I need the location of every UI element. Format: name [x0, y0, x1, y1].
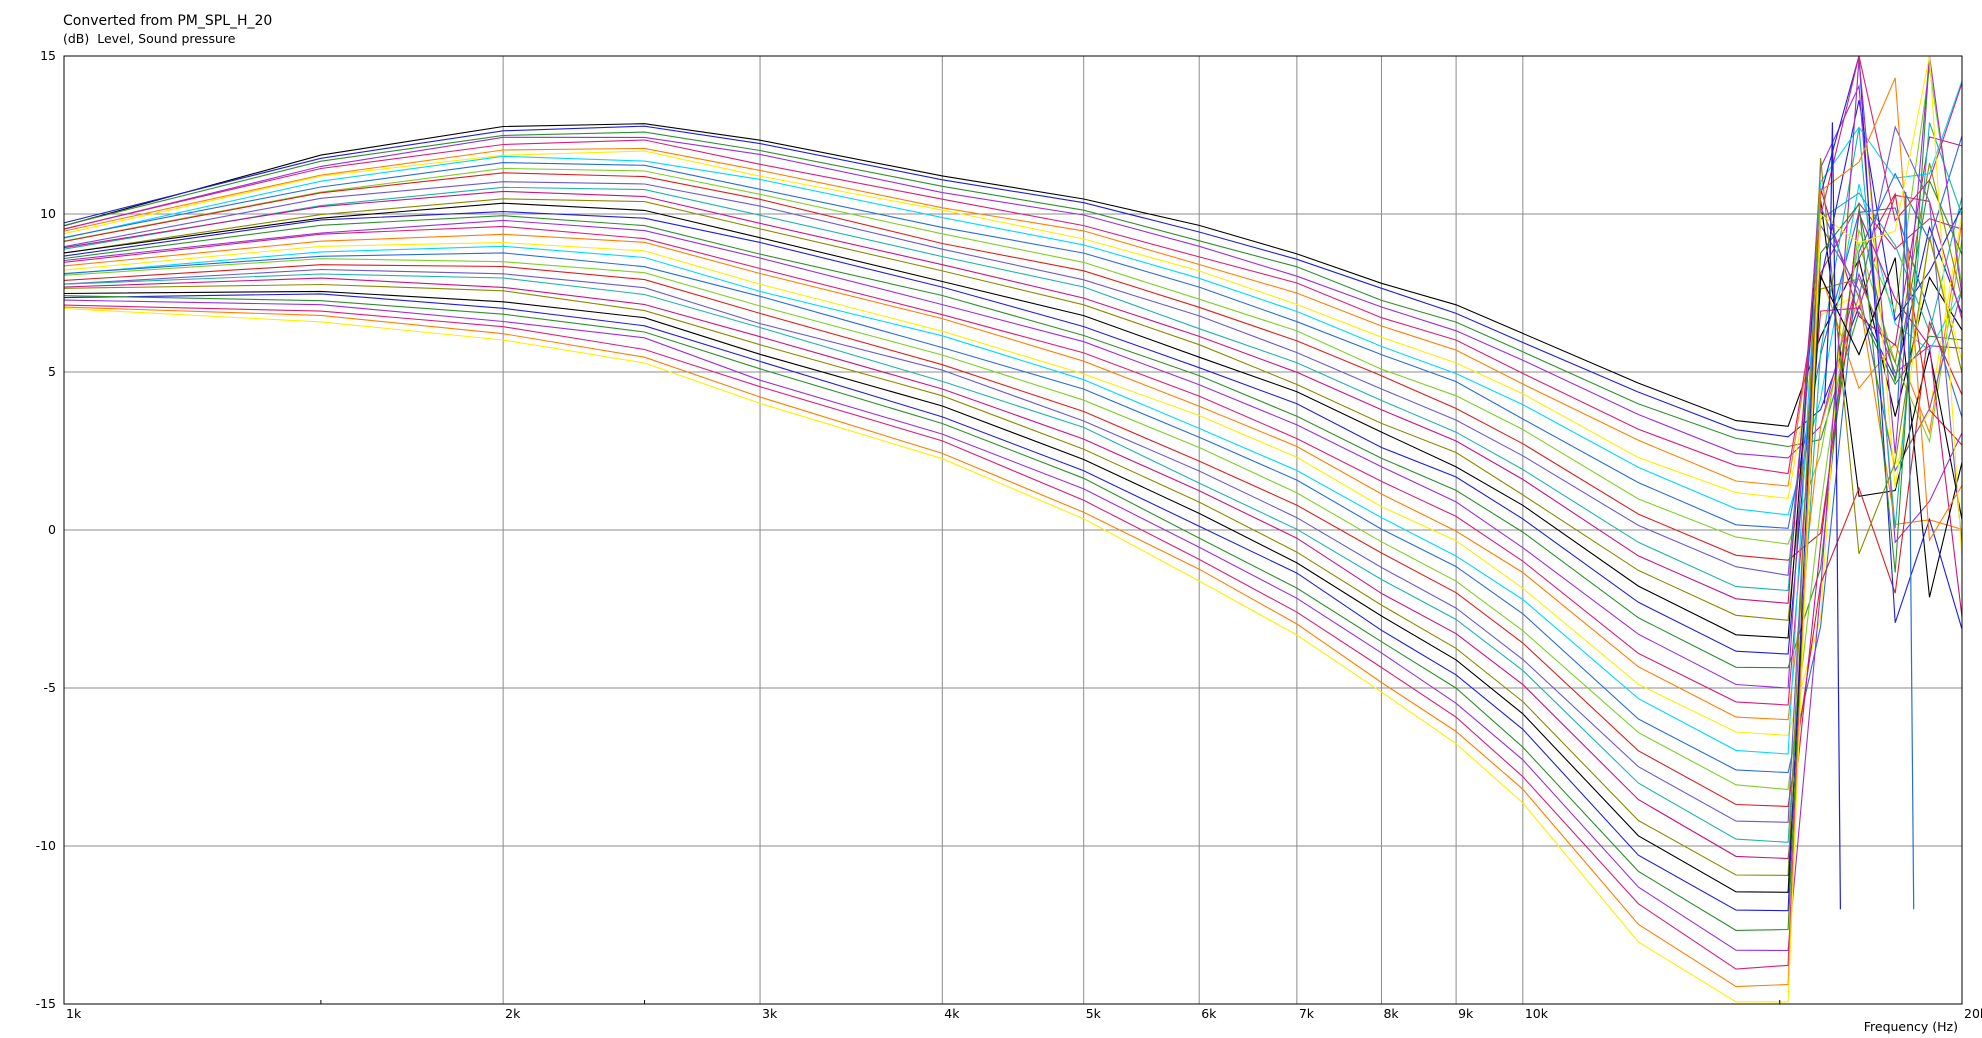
series-line: [63, 257, 1963, 893]
y-axis-unit: (dB): [63, 31, 90, 46]
x-tick-label: 3k: [762, 1006, 778, 1021]
y-tick-label: 15: [40, 48, 56, 63]
series-line: [63, 55, 1962, 931]
series-line: [63, 125, 1963, 823]
x-tick-label: 20k: [1964, 1006, 1982, 1021]
y-tick-label: 10: [40, 206, 56, 221]
y-tick-label: -15: [36, 996, 56, 1011]
x-tick-label: 5k: [1086, 1006, 1102, 1021]
series-line: [63, 178, 1963, 669]
series-line: [63, 135, 1963, 774]
series-line: [63, 211, 1963, 860]
series-line: [63, 136, 1963, 604]
x-tick-label: 6k: [1201, 1006, 1217, 1021]
series-line: [63, 131, 1963, 448]
series-lines: [63, 55, 1963, 1003]
series-line: [63, 55, 1963, 912]
series-line: [63, 55, 1963, 952]
x-tick-label: 8k: [1383, 1006, 1399, 1021]
series-line: [63, 150, 1963, 500]
series-line: [63, 55, 1963, 970]
series-line: [63, 147, 1963, 487]
x-tick-label: 2k: [505, 1006, 521, 1021]
series-line: [63, 122, 1963, 843]
y-axis-quantity: Level, Sound pressure: [97, 31, 236, 46]
y-axis-label: (dB) Level, Sound pressure: [63, 31, 236, 46]
series-line: [63, 186, 1963, 592]
series-line: [63, 172, 1963, 561]
series-line: [63, 80, 1963, 755]
x-tick-label: 9k: [1458, 1006, 1474, 1021]
y-tick-label: -5: [44, 680, 56, 695]
x-tick-label: 10k: [1525, 1006, 1549, 1021]
resonance-spike: [1823, 122, 1841, 910]
series-line: [63, 77, 1963, 988]
series-line: [63, 162, 1963, 621]
series-line: [63, 100, 1963, 655]
series-line: [63, 136, 1963, 459]
series-line: [63, 67, 1963, 791]
series-line: [63, 200, 1963, 639]
series-line: [63, 155, 1963, 516]
x-axis-label: Frequency (Hz): [1864, 1019, 1958, 1034]
y-axis-ticks: 15 10 5 0 -5 -10 -15: [36, 48, 56, 1011]
resonance-spike: [1897, 191, 1915, 910]
x-tick-label: 1k: [66, 1006, 82, 1021]
x-axis-ticks: 1k 2k 3k 4k 5k 6k 7k 8k 9k 10k 20k: [66, 1000, 1982, 1021]
series-line: [63, 162, 1963, 529]
y-tick-label: -10: [36, 838, 56, 853]
series-line: [63, 83, 1963, 689]
x-tick-label: 7k: [1299, 1006, 1315, 1021]
x-tick-label: 4k: [944, 1006, 960, 1021]
series-line: [63, 125, 1963, 438]
series-line: [63, 157, 1963, 876]
series-line: [63, 194, 1963, 706]
series-line: [63, 264, 1963, 807]
y-tick-label: 5: [48, 364, 56, 379]
y-tick-label: 0: [48, 522, 56, 537]
chart-title: Converted from PM_SPL_H_20: [63, 13, 273, 29]
plot-frame: [63, 55, 1963, 1005]
series-line: [63, 55, 1963, 1003]
series-line: [63, 139, 1963, 475]
